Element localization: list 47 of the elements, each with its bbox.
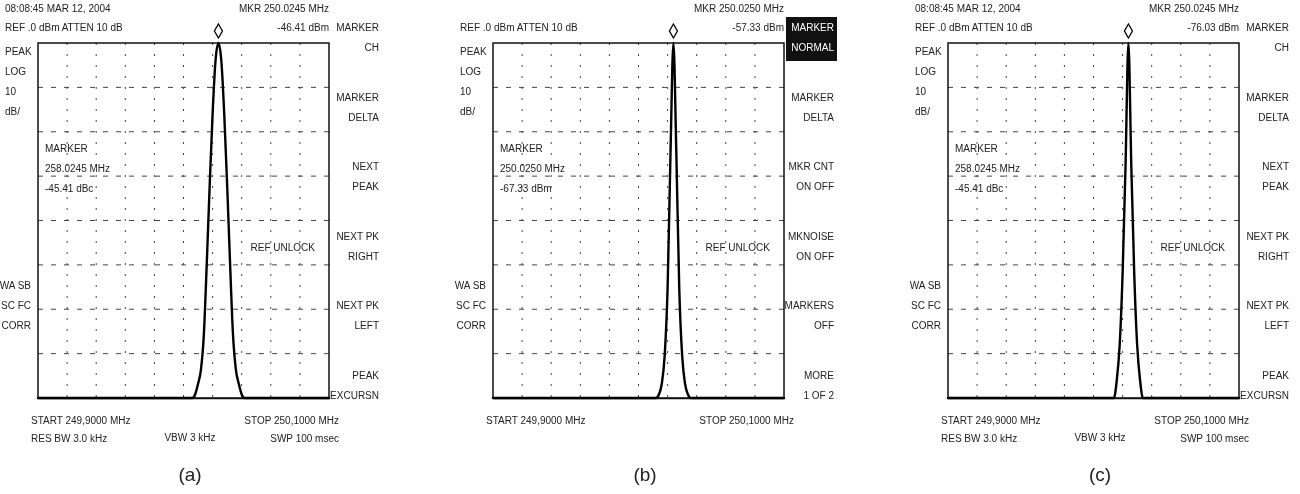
text: MARKER DELTA [336,91,380,123]
text: NEXT PK LEFT [1246,300,1290,332]
annotation: MARKER 258.0245 MHz -45.41 dBc [955,143,1021,194]
text: MARKER DELTA [1246,91,1290,123]
annotation: REF UNLOCK [705,242,771,253]
text: MKNOISE ON OFF [787,230,835,262]
text: STOP 250,1000 MHz SWP 100 msec [1154,415,1249,444]
text: PEAK EXCURSN [1240,370,1290,401]
text: MARKER NORMAL [791,22,835,53]
text: WA SB SC FC CORR [0,280,32,331]
text: STOP 250,1000 MHz SWP 100 msec [244,415,339,444]
annotation: MARKER 250.0250 MHz -67.33 dBm [500,143,566,194]
text: VBW 3 kHz [164,432,216,443]
annotation: REF UNLOCK [250,242,316,253]
text: MARKER DELTA [791,91,835,123]
text: REF .0 dBm ATTEN 10 dB [460,22,578,33]
text: MARKER CH [336,22,379,53]
text: NEXT PK LEFT [336,300,380,332]
text: MKR 250.0250 MHz -57.33 dBm [693,3,784,33]
text: VBW 3 kHz [1074,432,1126,443]
text: START 249,9000 MHz RES BW 3.0 kHz [31,415,131,444]
text: START 249,9000 MHz RES BW 3.0 kHz [941,415,1041,444]
text: MARKER CH [1246,22,1289,53]
text: (b) [633,464,657,485]
text: MORE 1 OF 2 [803,370,835,401]
annotation: REF UNLOCK [1160,242,1226,253]
text: NEXT PEAK [352,161,380,193]
text: WA SB SC FC CORR [454,280,487,331]
text: START 249,9000 MHz [486,415,586,426]
text: MKR 250.0245 MHz -76.03 dBm [1148,3,1239,33]
text: NEXT PK RIGHT [336,230,380,262]
text: PEAK LOG 10 dB/ [915,46,943,117]
text: (a) [178,464,202,485]
text: PEAK LOG 10 dB/ [5,46,33,117]
text: NEXT PEAK [1262,161,1290,193]
text: MARKERS OFF [784,300,835,332]
text: STOP 250,1000 MHz [699,415,794,426]
text: 08:08:45 MAR 12, 2004 REF .0 dBm ATTEN 10 dB [915,3,1033,33]
text: NEXT PK RIGHT [1246,230,1290,262]
text: MKR 250.0245 MHz -46.41 dBm [238,3,329,33]
text: (c) [1088,464,1112,485]
text: MKR CNT ON OFF [788,161,834,193]
text: 08:08:45 MAR 12, 2004 REF .0 dBm ATTEN 10 dB [5,3,123,33]
annotation: MARKER 258.0245 MHz -45.41 dBc [45,143,111,194]
text: PEAK EXCURSN [330,370,380,401]
text: WA SB SC FC CORR [909,280,942,331]
text: PEAK LOG 10 dB/ [460,46,488,117]
